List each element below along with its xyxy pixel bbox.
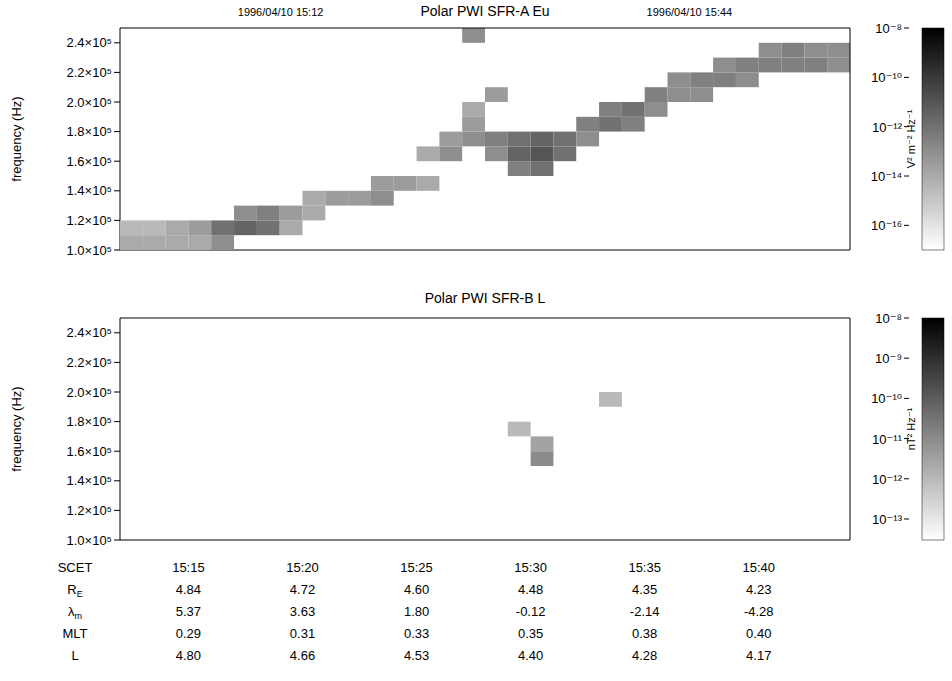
svg-text:MLT: MLT: [62, 626, 87, 641]
svg-text:10⁻¹⁶: 10⁻¹⁶: [871, 218, 902, 233]
svg-text:2.2×10⁵: 2.2×10⁵: [66, 65, 112, 80]
svg-text:15:20: 15:20: [286, 560, 319, 575]
svg-text:-2.14: -2.14: [630, 604, 660, 619]
svg-text:RE: RE: [67, 582, 82, 599]
svg-text:10⁻⁸: 10⁻⁸: [875, 312, 902, 326]
svg-text:10⁻¹⁴: 10⁻¹⁴: [871, 169, 902, 184]
svg-text:4.35: 4.35: [632, 582, 657, 597]
svg-text:0.29: 0.29: [176, 626, 201, 641]
svg-text:1.80: 1.80: [404, 604, 429, 619]
svg-text:15:15: 15:15: [172, 560, 205, 575]
svg-text:10⁻¹⁰: 10⁻¹⁰: [871, 70, 902, 85]
svg-text:1.0×10⁵: 1.0×10⁵: [66, 533, 112, 548]
svg-text:4.28: 4.28: [632, 648, 657, 663]
svg-text:4.80: 4.80: [176, 648, 201, 663]
svg-text:1.8×10⁵: 1.8×10⁵: [66, 124, 112, 139]
svg-text:3.63: 3.63: [290, 604, 315, 619]
svg-text:1.0×10⁵: 1.0×10⁵: [66, 243, 112, 258]
svg-text:0.35: 0.35: [518, 626, 543, 641]
svg-text:1.4×10⁵: 1.4×10⁵: [66, 183, 112, 198]
svg-text:Polar PWI SFR-A Eu: Polar PWI SFR-A Eu: [420, 3, 549, 19]
svg-text:15:35: 15:35: [628, 560, 661, 575]
svg-text:4.53: 4.53: [404, 648, 429, 663]
svg-text:-0.12: -0.12: [516, 604, 546, 619]
svg-text:0.40: 0.40: [746, 626, 771, 641]
svg-text:10⁻¹²: 10⁻¹²: [872, 472, 903, 487]
svg-text:10⁻¹⁰: 10⁻¹⁰: [871, 391, 902, 406]
svg-text:15:30: 15:30: [514, 560, 547, 575]
svg-text:4.40: 4.40: [518, 648, 543, 663]
svg-text:15:40: 15:40: [742, 560, 775, 575]
svg-text:15:25: 15:25: [400, 560, 433, 575]
svg-text:2.0×10⁵: 2.0×10⁵: [66, 95, 112, 110]
svg-text:4.66: 4.66: [290, 648, 315, 663]
html-text:Polar PWI SFR-B L: Polar PWI SFR-B L: [424, 290, 546, 306]
svg-text:SCET: SCET: [58, 560, 93, 575]
svg-text:4.60: 4.60: [404, 582, 429, 597]
svg-text:0.31: 0.31: [290, 626, 315, 641]
svg-text:2.0×10⁵: 2.0×10⁵: [66, 385, 112, 400]
svg-text:4.72: 4.72: [290, 582, 315, 597]
svg-text:L: L: [71, 648, 78, 663]
svg-text:10⁻¹³: 10⁻¹³: [872, 512, 903, 527]
svg-text:-4.28: -4.28: [744, 604, 774, 619]
svg-text:4.84: 4.84: [176, 582, 201, 597]
svg-text:frequency (Hz): frequency (Hz): [9, 386, 24, 471]
svg-text:10⁻⁹: 10⁻⁹: [875, 351, 902, 366]
svg-text:0.33: 0.33: [404, 626, 429, 641]
svg-text:V² m⁻² Hz⁻¹: V² m⁻² Hz⁻¹: [905, 109, 917, 168]
svg-text:1.2×10⁵: 1.2×10⁵: [66, 503, 112, 518]
svg-text:4.23: 4.23: [746, 582, 771, 597]
svg-text:4.17: 4.17: [746, 648, 771, 663]
svg-text:1.8×10⁵: 1.8×10⁵: [66, 414, 112, 429]
svg-text:10⁻⁸: 10⁻⁸: [875, 22, 902, 36]
svg-text:2.2×10⁵: 2.2×10⁵: [66, 355, 112, 370]
svg-text:1.2×10⁵: 1.2×10⁵: [66, 213, 112, 228]
svg-text:frequency (Hz): frequency (Hz): [9, 96, 24, 181]
svg-text:1996/04/10 15:44: 1996/04/10 15:44: [647, 6, 733, 18]
svg-text:5.37: 5.37: [176, 604, 201, 619]
svg-text:1.4×10⁵: 1.4×10⁵: [66, 473, 112, 488]
svg-text:1.6×10⁵: 1.6×10⁵: [66, 154, 112, 169]
svg-text:2.4×10⁵: 2.4×10⁵: [66, 35, 112, 50]
svg-text:2.4×10⁵: 2.4×10⁵: [66, 325, 112, 340]
svg-text:1.6×10⁵: 1.6×10⁵: [66, 444, 112, 459]
svg-text:10⁻¹²: 10⁻¹²: [872, 120, 903, 135]
svg-text:4.48: 4.48: [518, 582, 543, 597]
svg-text:nT² Hz⁻¹: nT² Hz⁻¹: [905, 407, 917, 450]
svg-text:1996/04/10 15:12: 1996/04/10 15:12: [238, 6, 324, 18]
svg-text:0.38: 0.38: [632, 626, 657, 641]
svg-text:10⁻¹¹: 10⁻¹¹: [872, 432, 903, 447]
svg-text:λm: λm: [68, 604, 82, 621]
